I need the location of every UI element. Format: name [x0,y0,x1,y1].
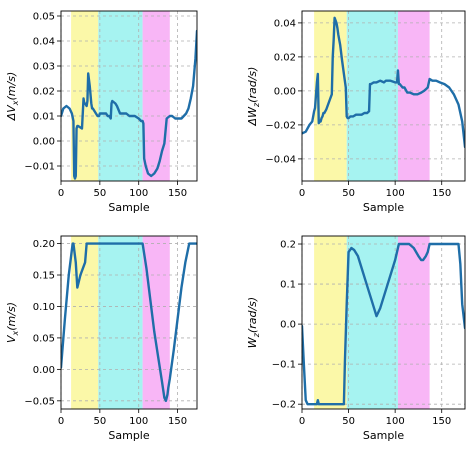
phase-band-3 [397,11,430,181]
y-tick-label: −0.05 [24,396,55,407]
series-line-1 [61,29,197,180]
y-tick-label: −0.1 [272,360,296,371]
y-tick-label: 0.00 [274,86,296,97]
plot-frame [301,10,466,182]
y-axis-label-subscript: x [11,330,20,336]
y-tick-label: 0.15 [33,271,55,282]
y-axis-label-unit: (rad/s) [246,297,259,333]
y-axis-label-unit: (rad/s) [246,67,259,103]
y-axis-label-subscript: x [11,100,20,106]
y-axis-label: Vx(m/s) [5,302,20,343]
x-tick-label: 150 [168,416,187,427]
y-tick-label: 0.00 [33,365,55,376]
series-line-1 [61,242,197,403]
x-axis-label: Sample [363,201,404,214]
subplot-1: 0 50 100 150 −0.01 0.00 0.01 0.02 0.03 0.04 0.05 Sa… [5,10,198,214]
y-tick-label: 0.2 [280,240,296,251]
y-tick-label: 0.1 [280,280,296,291]
y-axis-label-subscript: z [252,332,261,338]
phase-band-1 [314,236,347,409]
subplot-3: 0 50 100 150 −0.05 0.00 0.05 0.10 0.15 0.20 Sample… [5,235,198,442]
y-tick-label: 0.04 [33,37,55,48]
y-axis-label: ΔWz(rad/s) [246,67,261,127]
x-tick-label: 150 [432,188,451,199]
x-tick-label: 0 [58,188,64,199]
y-tick-label: 0.03 [33,62,55,73]
phase-band-2 [98,11,143,181]
y-tick-label: −0.2 [272,400,296,411]
y-tick-label: 0.0 [280,320,296,331]
x-axis-label: Sample [108,429,149,442]
y-tick-label: 0.04 [274,18,296,29]
y-tick-label: 0.05 [33,333,55,344]
phase-band-3 [142,236,170,409]
y-axis-label-unit: (m/s) [5,302,18,331]
x-tick-label: 100 [129,188,148,199]
x-tick-label: 150 [432,416,451,427]
x-axis-label: Sample [363,429,404,442]
x-tick-label: 0 [58,416,64,427]
phase-band-3 [142,11,170,181]
y-tick-label: 0.20 [33,239,55,250]
y-axis-label-symbol: V [5,334,18,343]
plot-frame [301,235,466,410]
x-tick-label: 0 [299,416,305,427]
y-tick-label: 0.02 [274,52,296,63]
plot-frame [60,235,198,410]
x-tick-label: 100 [386,188,405,199]
x-axis-label: Sample [108,201,149,214]
y-axis-label-symbol: ΔW [246,106,259,127]
y-tick-label: 0.02 [33,87,55,98]
y-axis-label: Wz(rad/s) [246,297,261,348]
x-tick-label: 50 [342,416,355,427]
y-tick-label: 0.05 [33,12,55,23]
x-tick-label: 100 [129,416,148,427]
y-tick-label: 0.00 [33,137,55,148]
series-line-1 [302,16,465,149]
y-axis-label-symbol: ΔV [5,104,18,122]
x-tick-label: 100 [386,416,405,427]
plot-frame [60,10,198,182]
x-tick-label: 50 [93,188,106,199]
y-tick-label: −0.02 [265,120,296,131]
subplot-2: 0 50 100 150 −0.04 −0.02 0.00 0.02 0.04 Sample ΔWz… [246,10,466,214]
y-tick-label: −0.01 [24,162,55,173]
phase-band-2 [98,236,143,409]
phase-band-2 [346,11,398,181]
y-axis-label-symbol: W [246,336,259,348]
y-tick-label: 0.01 [33,112,55,123]
y-axis-label-subscript: z [252,102,261,108]
x-tick-label: 150 [168,188,187,199]
series-line-1 [302,242,465,406]
subplot-4: 0 50 100 150 −0.2 −0.1 0.0 0.1 0.2 Sample Wz(rad/s… [246,235,466,442]
y-axis-label: ΔVx(m/s) [5,72,20,122]
phase-band-2 [346,236,398,409]
x-tick-label: 50 [342,188,355,199]
x-tick-label: 0 [299,188,305,199]
y-tick-label: 0.10 [33,302,55,313]
y-axis-label-unit: (m/s) [5,72,18,101]
phase-band-3 [397,236,430,409]
x-tick-label: 50 [93,416,106,427]
y-tick-label: −0.04 [265,154,296,165]
